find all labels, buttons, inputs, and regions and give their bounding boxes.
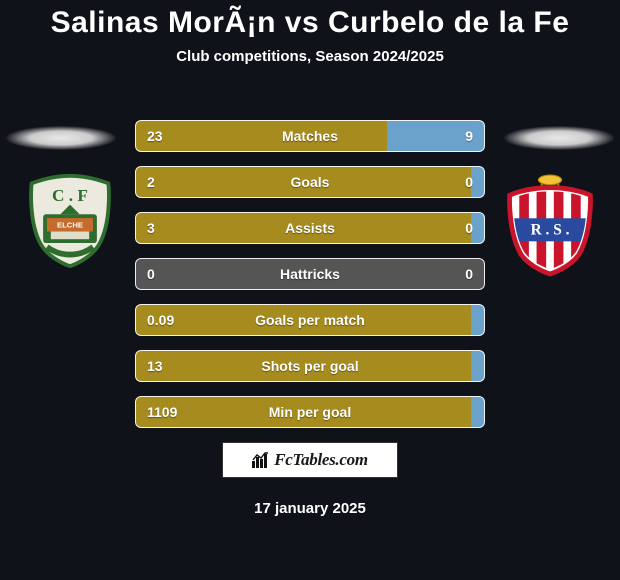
svg-text:R . S .: R . S . xyxy=(531,222,570,239)
bars-icon xyxy=(252,452,270,468)
stat-row: Hattricks0 0 xyxy=(135,258,485,290)
svg-text:C . F: C . F xyxy=(52,186,88,205)
stat-row: Shots per goal13 xyxy=(135,350,485,382)
page-title: Salinas MorÃ¡n vs Curbelo de la Fe xyxy=(0,6,620,40)
stat-label: Goals per match xyxy=(135,304,485,336)
stat-row: Goals per match0.09 xyxy=(135,304,485,336)
stat-value-right: 0 xyxy=(465,166,473,198)
comparison-card: Salinas MorÃ¡n vs Curbelo de la Fe Club … xyxy=(0,0,620,580)
stat-value-left: 2 xyxy=(147,166,155,198)
stat-label: Assists xyxy=(135,212,485,244)
stat-label: Shots per goal xyxy=(135,350,485,382)
stat-value-right: 0 xyxy=(465,258,473,290)
stat-row: Goals2 0 xyxy=(135,166,485,198)
stat-value-left: 13 xyxy=(147,350,163,382)
stat-label: Matches xyxy=(135,120,485,152)
stat-value-left: 0 xyxy=(147,258,155,290)
stat-value-right: 9 xyxy=(465,120,473,152)
stat-value-right: 0 xyxy=(465,212,473,244)
stats-bars: Matches239Goals20Assists30Hattricks00Goa… xyxy=(135,120,485,442)
stat-label: Hattricks xyxy=(135,258,485,290)
stat-value-left: 3 xyxy=(147,212,155,244)
player-shadow-right xyxy=(504,126,614,150)
stat-label: Min per goal xyxy=(135,396,485,428)
subtitle: Club competitions, Season 2024/2025 xyxy=(0,48,620,65)
stat-value-left: 23 xyxy=(147,120,163,152)
snapshot-date: 17 january 2025 xyxy=(0,500,620,517)
stat-row: Min per goal1109 xyxy=(135,396,485,428)
fctables-logo[interactable]: FcTables.com xyxy=(222,442,398,478)
fctables-logo-text: FcTables.com xyxy=(274,450,368,470)
stat-row: Assists3 0 xyxy=(135,212,485,244)
svg-text:ELCHE: ELCHE xyxy=(57,221,83,230)
stat-value-left: 1109 xyxy=(147,396,177,428)
club-crest-elche: C . F ELCHE xyxy=(22,172,118,268)
club-crest-sporting: R . S . xyxy=(502,172,598,268)
player-shadow-left xyxy=(6,126,116,150)
stat-row: Matches23 9 xyxy=(135,120,485,152)
stat-label: Goals xyxy=(135,166,485,198)
stat-value-left: 0.09 xyxy=(147,304,174,336)
